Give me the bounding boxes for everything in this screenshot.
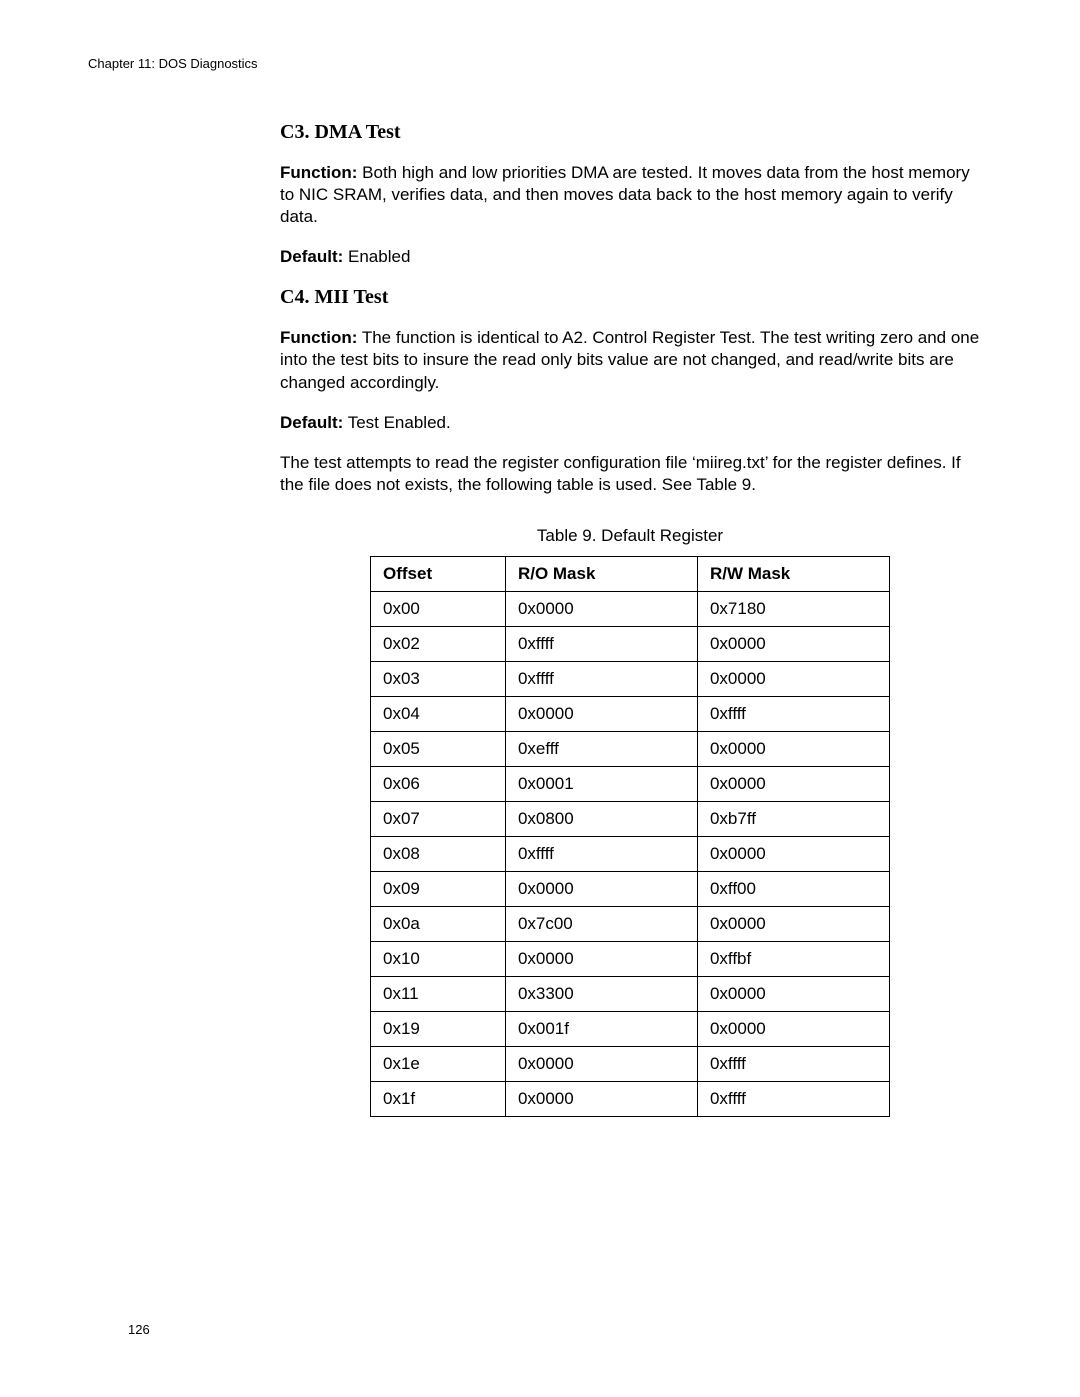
c4-default-paragraph: Default: Test Enabled. (280, 412, 980, 434)
table-cell: 0xffff (505, 836, 697, 871)
c3-default-paragraph: Default: Enabled (280, 246, 980, 268)
table-row: 0x1e0x00000xffff (371, 1046, 890, 1081)
table-cell: 0x08 (371, 836, 506, 871)
table-row: 0x080xffff0x0000 (371, 836, 890, 871)
table-cell: 0x06 (371, 766, 506, 801)
table-cell: 0x7180 (697, 591, 889, 626)
table-cell: 0x0000 (505, 591, 697, 626)
table-cell: 0x0001 (505, 766, 697, 801)
table-cell: 0x0000 (505, 941, 697, 976)
table-cell: 0xb7ff (697, 801, 889, 836)
table-cell: 0x04 (371, 696, 506, 731)
table-col-header: R/W Mask (697, 556, 889, 591)
c3-function-label: Function: (280, 163, 357, 182)
c3-function-paragraph: Function: Both high and low priorities D… (280, 162, 980, 228)
table-cell: 0x0000 (697, 836, 889, 871)
table-col-header: R/O Mask (505, 556, 697, 591)
c3-default-label: Default: (280, 247, 343, 266)
c3-default-text: Enabled (343, 247, 410, 266)
table-cell: 0x0000 (505, 1081, 697, 1116)
table-row: 0x0a0x7c000x0000 (371, 906, 890, 941)
section-c3-heading: C3. DMA Test (280, 121, 980, 144)
table-cell: 0xefff (505, 731, 697, 766)
table-cell: 0x03 (371, 661, 506, 696)
table-cell: 0x09 (371, 871, 506, 906)
table-row: 0x020xffff0x0000 (371, 626, 890, 661)
c4-default-text: Test Enabled. (343, 413, 450, 432)
table-cell: 0x19 (371, 1011, 506, 1046)
table-cell: 0x11 (371, 976, 506, 1011)
section-c4-heading: C4. MII Test (280, 286, 980, 309)
chapter-header: Chapter 11: DOS Diagnostics (88, 56, 992, 71)
c4-function-paragraph: Function: The function is identical to A… (280, 327, 980, 393)
table-cell: 0x3300 (505, 976, 697, 1011)
table-cell: 0x05 (371, 731, 506, 766)
table-row: 0x1f0x00000xffff (371, 1081, 890, 1116)
default-register-table: OffsetR/O MaskR/W Mask 0x000x00000x71800… (370, 556, 890, 1117)
table-row: 0x000x00000x7180 (371, 591, 890, 626)
content-area: C3. DMA Test Function: Both high and low… (280, 121, 980, 1117)
c3-function-text: Both high and low priorities DMA are tes… (280, 163, 970, 226)
table-cell: 0x1f (371, 1081, 506, 1116)
table-cell: 0x07 (371, 801, 506, 836)
table-col-header: Offset (371, 556, 506, 591)
c4-note-paragraph: The test attempts to read the register c… (280, 452, 980, 496)
table-cell: 0xffff (697, 1046, 889, 1081)
table-cell: 0x0000 (697, 906, 889, 941)
table-row: 0x040x00000xffff (371, 696, 890, 731)
table-cell: 0x00 (371, 591, 506, 626)
table-row: 0x030xffff0x0000 (371, 661, 890, 696)
table-cell: 0x0a (371, 906, 506, 941)
table-cell: 0x0000 (505, 696, 697, 731)
table-cell: 0xff00 (697, 871, 889, 906)
table-cell: 0xffff (697, 1081, 889, 1116)
table-caption: Table 9. Default Register (280, 526, 980, 546)
table-cell: 0x0000 (505, 1046, 697, 1081)
table-cell: 0x0000 (697, 1011, 889, 1046)
table-cell: 0x7c00 (505, 906, 697, 941)
table-cell: 0x0800 (505, 801, 697, 836)
table-cell: 0x0000 (697, 731, 889, 766)
table-row: 0x110x33000x0000 (371, 976, 890, 1011)
table-cell: 0x10 (371, 941, 506, 976)
c4-default-label: Default: (280, 413, 343, 432)
table-cell: 0x0000 (697, 976, 889, 1011)
document-page: Chapter 11: DOS Diagnostics C3. DMA Test… (0, 0, 1080, 1397)
table-row: 0x060x00010x0000 (371, 766, 890, 801)
table-cell: 0xffbf (697, 941, 889, 976)
table-cell: 0x0000 (697, 626, 889, 661)
table-cell: 0xffff (505, 661, 697, 696)
table-row: 0x100x00000xffbf (371, 941, 890, 976)
table-cell: 0x1e (371, 1046, 506, 1081)
c4-function-text: The function is identical to A2. Control… (280, 328, 979, 391)
table-header-row: OffsetR/O MaskR/W Mask (371, 556, 890, 591)
table-cell: 0x001f (505, 1011, 697, 1046)
table-row: 0x190x001f0x0000 (371, 1011, 890, 1046)
table-cell: 0xffff (505, 626, 697, 661)
table-cell: 0x0000 (697, 661, 889, 696)
c4-function-label: Function: (280, 328, 357, 347)
table-row: 0x090x00000xff00 (371, 871, 890, 906)
table-cell: 0x0000 (505, 871, 697, 906)
table-row: 0x050xefff0x0000 (371, 731, 890, 766)
table-cell: 0x02 (371, 626, 506, 661)
page-number: 126 (128, 1322, 150, 1337)
table-cell: 0x0000 (697, 766, 889, 801)
table-cell: 0xffff (697, 696, 889, 731)
table-row: 0x070x08000xb7ff (371, 801, 890, 836)
